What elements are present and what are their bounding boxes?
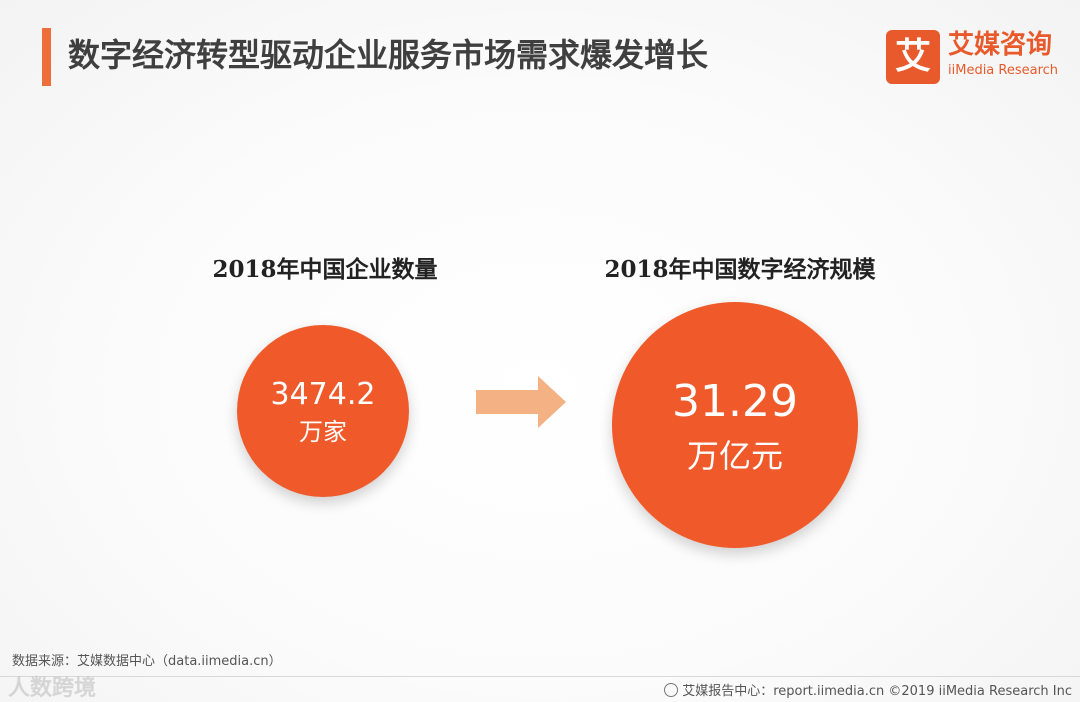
left-stat-label: 2018年中国企业数量 [212, 256, 438, 283]
enterprise-count-circle: 3474.2 万家 [237, 325, 409, 497]
globe-icon [664, 683, 679, 697]
brand-logo: 艾 艾媒咨询 iiMedia Research [886, 30, 1066, 84]
title-accent-bar [42, 28, 51, 86]
footer-credit-text: 艾媒报告中心：report.iimedia.cn ©2019 iiMedia R… [682, 684, 1072, 699]
digital-economy-unit: 万亿元 [686, 437, 783, 475]
logo-chinese-name: 艾媒咨询 [948, 30, 1053, 60]
enterprise-count-unit: 万家 [299, 418, 347, 446]
right-stat-label: 2018年中国数字经济规模 [604, 256, 876, 283]
right-arrow-icon [476, 376, 566, 428]
footer-divider [0, 676, 1080, 677]
enterprise-count-value: 3474.2 [270, 377, 376, 412]
watermark-text: 人数跨境 [8, 676, 97, 701]
digital-economy-circle: 31.29 万亿元 [612, 302, 858, 548]
footer-credit: 艾媒报告中心：report.iimedia.cn ©2019 iiMedia R… [664, 680, 1072, 699]
page-title: 数字经济转型驱动企业服务市场需求爆发增长 [68, 36, 709, 74]
digital-economy-value: 31.29 [672, 376, 798, 427]
logo-mark-icon: 艾 [886, 30, 940, 84]
logo-english-name: iiMedia Research [948, 63, 1059, 78]
data-source-note: 数据来源：艾媒数据中心（data.iimedia.cn） [12, 654, 282, 669]
